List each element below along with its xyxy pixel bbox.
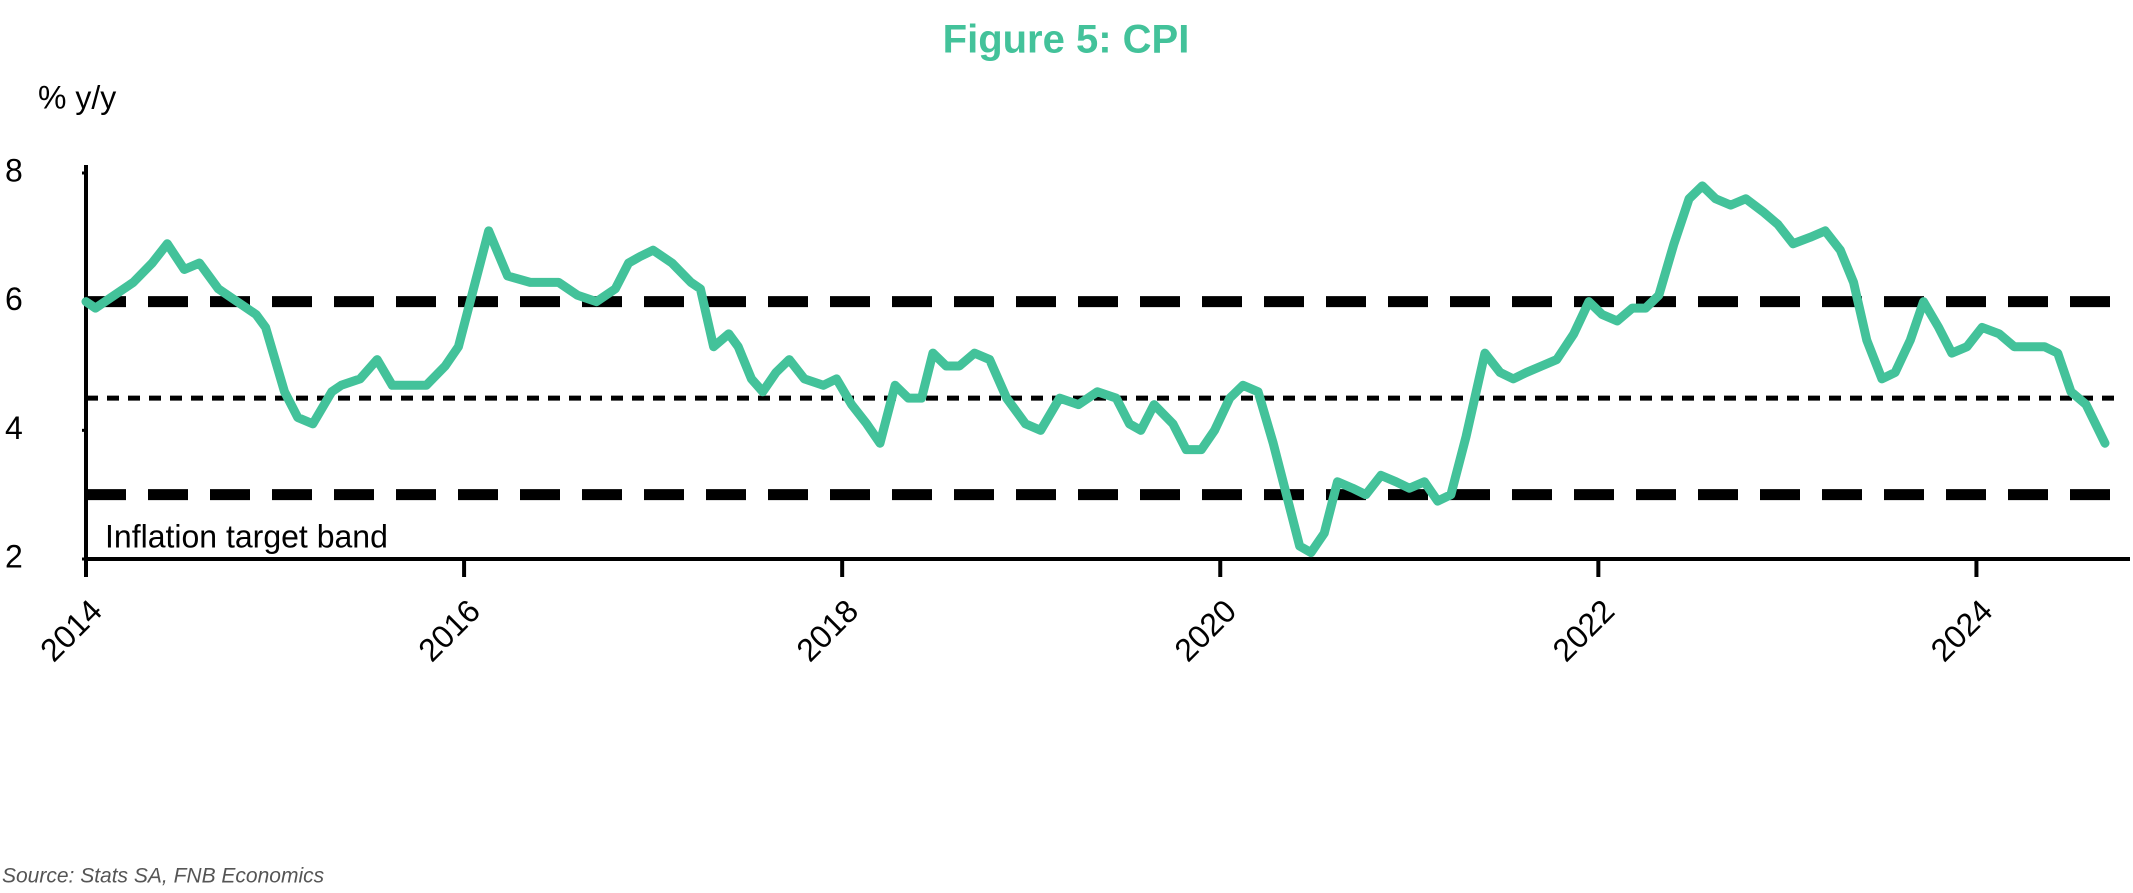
source: Source: Stats SA, FNB Economics [2,865,325,888]
y-tick-label: 8 [5,152,23,188]
annotation: Inflation target band [105,518,388,554]
y-tick-label: 6 [5,281,23,317]
x-tick-label: 2014 [33,592,109,668]
x-tick-label: 2018 [789,592,865,668]
y-tick-label: 2 [5,538,23,574]
x-tick-label: 2024 [1924,592,2000,668]
y-axis-label: % y/y [38,79,116,115]
y-tick-label: 4 [5,410,23,446]
x-tick-label: 2022 [1545,592,1621,668]
cpi-line [81,181,2110,558]
x-tick-label: 2020 [1167,592,1243,668]
x-tick-label: 2016 [411,592,487,668]
chart-title: Figure 5: CPI [943,18,1190,62]
